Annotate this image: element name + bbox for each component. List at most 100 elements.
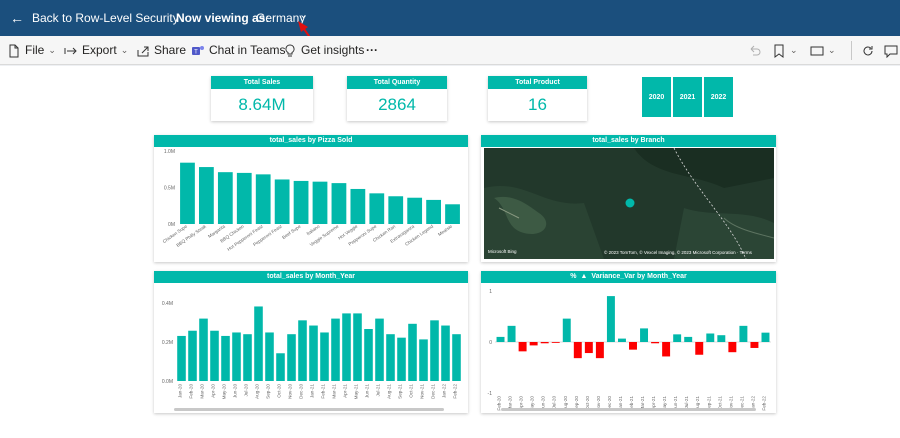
bar[interactable] bbox=[375, 318, 384, 381]
bar[interactable] bbox=[640, 328, 649, 342]
bar[interactable] bbox=[408, 323, 417, 381]
bar[interactable] bbox=[386, 334, 395, 381]
bar[interactable] bbox=[265, 332, 274, 381]
bar[interactable] bbox=[573, 342, 582, 359]
bar[interactable] bbox=[617, 338, 626, 342]
chart-scrollbar[interactable] bbox=[501, 408, 756, 411]
back-arrow-icon[interactable]: ← bbox=[10, 10, 24, 26]
bar[interactable] bbox=[210, 330, 219, 381]
bar[interactable] bbox=[430, 320, 439, 381]
year-slicer-2022[interactable]: 2022 bbox=[703, 76, 734, 118]
bar[interactable] bbox=[331, 318, 340, 381]
bar[interactable] bbox=[629, 342, 637, 350]
bar[interactable] bbox=[407, 197, 423, 224]
bar[interactable] bbox=[180, 162, 195, 224]
bar[interactable] bbox=[562, 318, 571, 342]
undo-icon[interactable] bbox=[748, 42, 762, 59]
bar[interactable] bbox=[673, 334, 682, 342]
x-tick-label: Jan-20 bbox=[178, 384, 183, 398]
bar[interactable] bbox=[761, 332, 770, 342]
bar[interactable] bbox=[298, 320, 307, 381]
sales-by-month-chart[interactable]: total_sales by Month_Year 0.0M 0.2M 0.4M Ja… bbox=[154, 271, 468, 413]
bar[interactable] bbox=[717, 335, 726, 342]
bar[interactable] bbox=[232, 332, 241, 381]
report-toolbar: File ⌄ Export ⌄ Share T Chat in Teams Ge… bbox=[0, 36, 900, 65]
bar[interactable] bbox=[293, 180, 309, 224]
bar[interactable] bbox=[606, 296, 615, 342]
view-menu[interactable]: ⌄ bbox=[810, 42, 836, 59]
card-value: 2864 bbox=[378, 95, 416, 114]
bar[interactable] bbox=[445, 204, 460, 224]
bar[interactable] bbox=[595, 342, 604, 359]
share-button[interactable]: Share bbox=[136, 42, 186, 59]
bar[interactable] bbox=[496, 336, 505, 342]
bar[interactable] bbox=[426, 199, 441, 224]
year-slicer-2021[interactable]: 2021 bbox=[672, 76, 703, 118]
bookmark-menu[interactable]: ⌄ bbox=[772, 42, 798, 59]
bar[interactable] bbox=[551, 342, 560, 343]
chart-scrollbar[interactable] bbox=[174, 408, 444, 411]
bar[interactable] bbox=[728, 342, 737, 353]
bar[interactable] bbox=[188, 330, 197, 381]
comment-icon[interactable] bbox=[884, 42, 898, 59]
viewing-as-role-dropdown[interactable]: Germany bbox=[256, 11, 306, 25]
bar[interactable] bbox=[364, 329, 373, 381]
bar[interactable] bbox=[419, 339, 428, 381]
bar[interactable] bbox=[739, 325, 748, 342]
refresh-icon[interactable] bbox=[861, 42, 875, 59]
bar[interactable] bbox=[236, 172, 252, 224]
bar[interactable] bbox=[255, 174, 271, 224]
bar[interactable] bbox=[441, 325, 450, 381]
sales-by-pizza-chart[interactable]: total_sales by Pizza Sold 0M 0.5M 1.0M Chic… bbox=[154, 135, 468, 262]
bar[interactable] bbox=[221, 335, 230, 381]
bar[interactable] bbox=[397, 337, 406, 381]
variance-by-month-chart[interactable]: % ▲ Variance_Var by Month_Year -1 0 1 Feb-2… bbox=[481, 271, 776, 413]
chart-title: total_sales by Month_Year bbox=[154, 271, 468, 283]
bar[interactable] bbox=[320, 332, 329, 381]
bar[interactable] bbox=[388, 196, 404, 224]
x-tick-label: Apr-20 bbox=[519, 396, 524, 410]
bar[interactable] bbox=[287, 334, 296, 381]
bar[interactable] bbox=[369, 193, 385, 224]
bar[interactable] bbox=[312, 181, 328, 224]
bar[interactable] bbox=[274, 179, 290, 224]
total-sales-card[interactable]: Total Sales 8.64M bbox=[211, 76, 313, 121]
bar[interactable] bbox=[199, 318, 208, 381]
bar[interactable] bbox=[353, 313, 362, 381]
bar[interactable] bbox=[199, 167, 214, 224]
bar[interactable] bbox=[518, 342, 527, 352]
bar[interactable] bbox=[217, 172, 233, 224]
total-quantity-card[interactable]: Total Quantity 2864 bbox=[347, 76, 447, 121]
bar[interactable] bbox=[331, 183, 347, 224]
bar[interactable] bbox=[750, 342, 759, 348]
bar[interactable] bbox=[684, 336, 693, 342]
bar[interactable] bbox=[695, 342, 704, 355]
total-product-card[interactable]: Total Product 16 bbox=[488, 76, 587, 121]
bar[interactable] bbox=[254, 306, 263, 381]
x-tick-label: Nov-21 bbox=[420, 384, 425, 399]
satellite-map[interactable]: Microsoft Bing © 2023 TomTom, © Vexcel I… bbox=[484, 148, 774, 259]
bar[interactable] bbox=[350, 188, 366, 224]
bar[interactable] bbox=[243, 334, 252, 381]
bar[interactable] bbox=[584, 342, 593, 354]
bar[interactable] bbox=[276, 353, 285, 381]
bar[interactable] bbox=[342, 313, 351, 381]
get-insights-button[interactable]: Get insights bbox=[283, 42, 364, 59]
bar[interactable] bbox=[706, 333, 715, 343]
bar[interactable] bbox=[651, 342, 660, 344]
bar[interactable] bbox=[540, 342, 549, 344]
bar[interactable] bbox=[529, 342, 538, 346]
export-menu[interactable]: Export ⌄ bbox=[64, 42, 128, 59]
chat-in-teams-button[interactable]: T Chat in Teams bbox=[191, 42, 285, 59]
bar[interactable] bbox=[507, 325, 516, 342]
file-menu[interactable]: File ⌄ bbox=[7, 42, 56, 59]
bar[interactable] bbox=[452, 334, 461, 381]
chevron-down-icon[interactable]: ⌄ bbox=[299, 9, 309, 21]
bar[interactable] bbox=[177, 335, 186, 381]
year-slicer-2020[interactable]: 2020 bbox=[641, 76, 672, 118]
sales-by-branch-map[interactable]: total_sales by Branch Microsoft Bing © 2… bbox=[481, 135, 776, 262]
back-to-row-level-security-link[interactable]: Back to Row-Level Security bbox=[32, 11, 179, 25]
more-options-button[interactable]: ··· bbox=[366, 43, 378, 57]
bar[interactable] bbox=[662, 342, 671, 357]
bar[interactable] bbox=[309, 325, 318, 381]
